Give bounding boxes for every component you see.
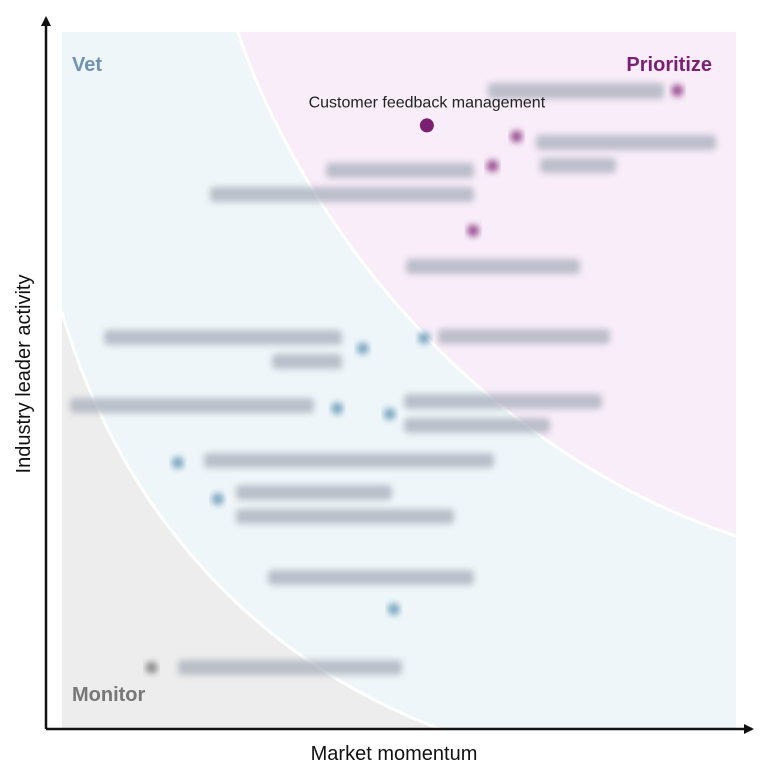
data-point (387, 603, 400, 616)
data-point (467, 224, 480, 237)
data-point (418, 331, 431, 344)
blurred-labels (70, 83, 716, 675)
y-axis-label: Industry leader activity (13, 275, 35, 474)
data-point (510, 130, 523, 143)
data-point (211, 492, 224, 505)
data-point-label: Customer feedback management (309, 94, 546, 111)
data-point (671, 84, 684, 97)
zone-label-vet: Vet (72, 54, 102, 76)
data-points: Customer feedback management (145, 84, 684, 674)
zone-boundary-upper (236, 32, 736, 538)
zone-label-prioritize: Prioritize (626, 54, 712, 76)
data-point (171, 456, 184, 469)
zone-boundary-lower (62, 311, 441, 729)
zone-monitor-background (62, 312, 440, 729)
zone-label-monitor: Monitor (72, 684, 146, 706)
data-point (486, 159, 499, 172)
data-point (145, 661, 158, 674)
data-point (383, 407, 396, 420)
data-point-highlighted (419, 118, 434, 133)
data-point (331, 402, 344, 415)
data-point (356, 342, 369, 355)
x-axis-label: Market momentum (311, 743, 478, 765)
